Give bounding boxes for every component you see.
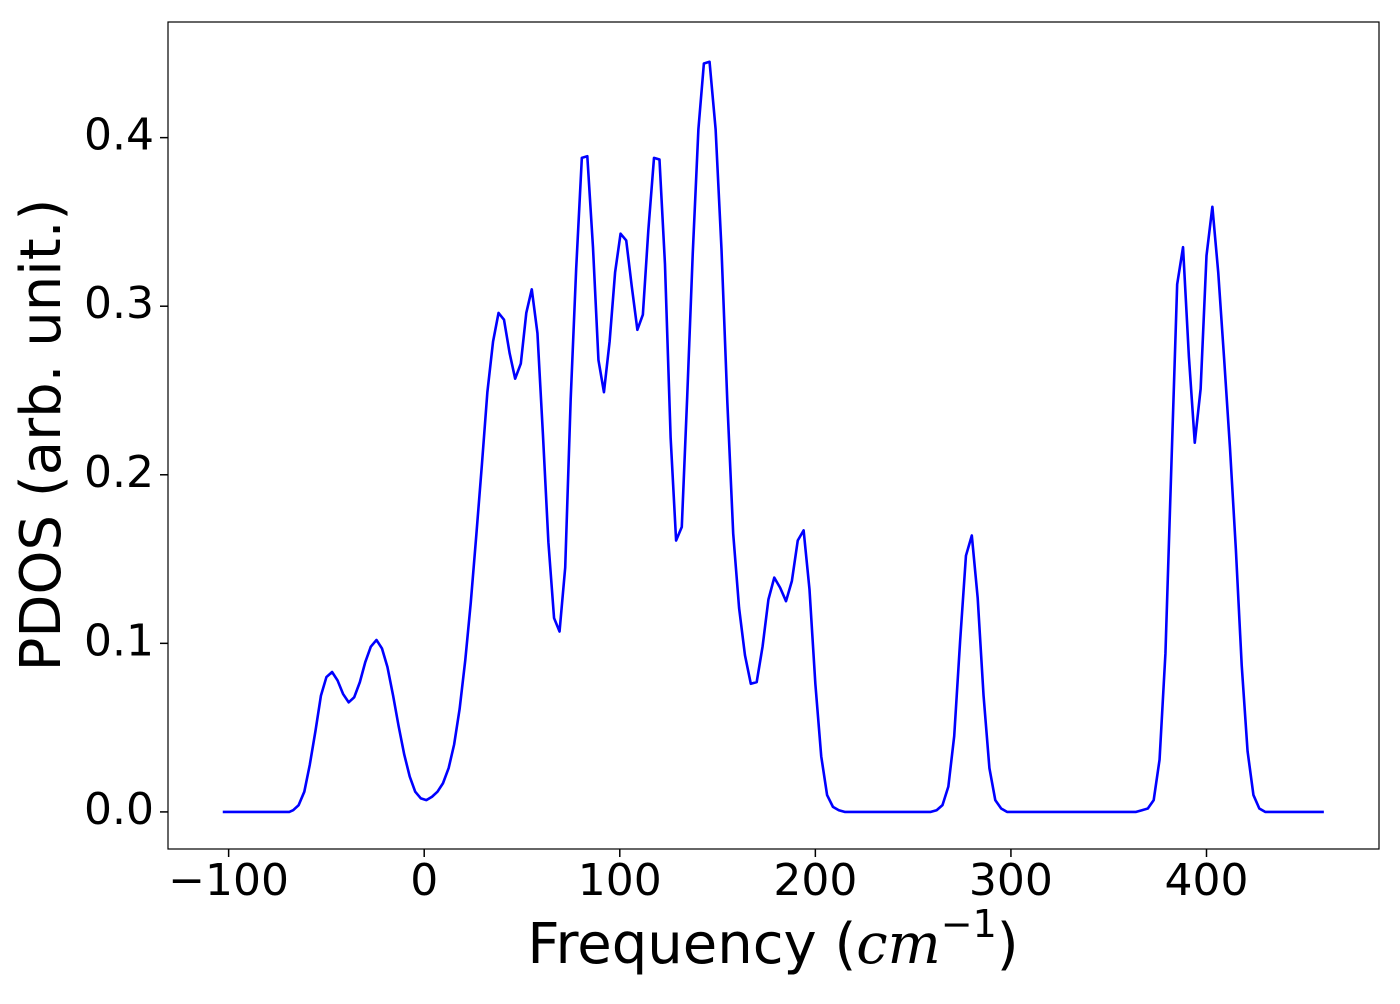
y-tick-label: 0.2 (84, 447, 154, 498)
data-line (222, 60, 1324, 814)
x-tick-label: 100 (578, 855, 662, 906)
y-tick-label: 0.0 (84, 784, 154, 835)
x-tick-label: −100 (168, 855, 289, 906)
x-axis-label-exponent: −1 (941, 902, 997, 946)
plot-frame (167, 21, 1380, 850)
x-tick-label: 300 (969, 855, 1053, 906)
x-tick-label: 200 (773, 855, 857, 906)
x-axis-label-unit: cm (856, 912, 940, 977)
x-axis-label: Frequency (cm−1) (527, 902, 1018, 978)
y-tick-label: 0.3 (84, 278, 154, 329)
x-tick-label: 0 (410, 855, 438, 906)
y-tick-label: 0.1 (84, 615, 154, 666)
x-axis-label-text: Frequency ( (527, 912, 856, 977)
y-tick-label: 0.4 (84, 110, 154, 161)
y-axis-label: PDOS (arb. unit.) (9, 199, 74, 672)
x-axis-label-text: ) (997, 912, 1019, 977)
x-tick-label: 400 (1165, 855, 1249, 906)
